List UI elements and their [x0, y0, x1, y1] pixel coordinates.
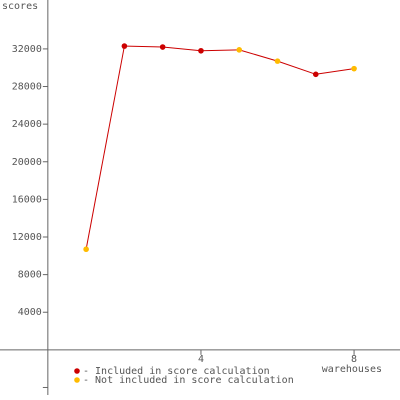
- line-segment: [85, 45, 125, 250]
- legend-marker: [74, 377, 80, 383]
- x-axis-label: warehouses: [322, 364, 382, 375]
- line-segment: [315, 68, 355, 75]
- line-segment: [277, 60, 316, 75]
- legend-label: - Included in score calculation: [83, 366, 270, 377]
- legend-label: - Not included in score calculation: [83, 375, 294, 386]
- x-tick-label: 8: [351, 354, 357, 365]
- y-tick-label: 8000: [18, 270, 42, 281]
- data-point: [274, 58, 281, 64]
- line-segment: [239, 49, 278, 62]
- y-tick-label: 28000: [12, 82, 42, 93]
- data-point: [121, 43, 128, 49]
- y-tick-label: 16000: [12, 194, 42, 205]
- y-tick-label: 24000: [12, 119, 42, 130]
- y-tick-label: 20000: [12, 157, 42, 168]
- data-point: [351, 65, 357, 72]
- y-axis-label: scores: [2, 1, 38, 12]
- line-segment: [200, 49, 240, 52]
- y-tick-label: 4000: [18, 307, 42, 318]
- data-point: [198, 47, 204, 54]
- data-point: [312, 71, 319, 78]
- y-tick-label: 12000: [12, 232, 42, 243]
- data-point: [83, 246, 89, 253]
- legend-marker: [74, 368, 80, 374]
- x-tick-label: 4: [198, 354, 204, 365]
- line-segment: [162, 46, 202, 52]
- y-tick-label: 32000: [12, 44, 42, 55]
- line-segment: [124, 45, 163, 48]
- data-point: [159, 44, 166, 50]
- data-point: [236, 47, 243, 53]
